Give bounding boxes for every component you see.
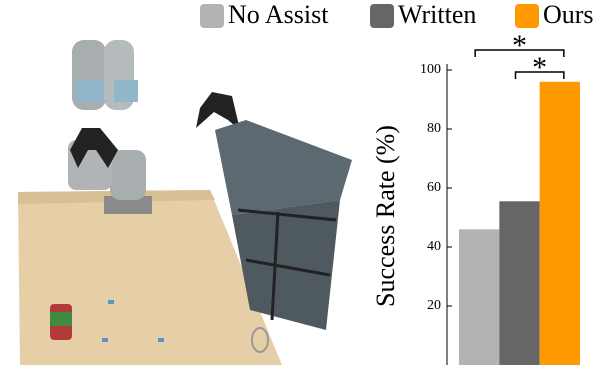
significance-bracket xyxy=(474,49,565,57)
drawer-frame xyxy=(237,208,337,222)
robot-joint xyxy=(76,80,104,102)
drawer-unit xyxy=(215,120,352,215)
robot-base xyxy=(104,196,152,214)
y-tick-label: 80 xyxy=(427,121,441,136)
marker xyxy=(158,338,164,342)
drawer-frame xyxy=(245,258,331,277)
y-tick-label: 20 xyxy=(427,298,441,313)
bar xyxy=(539,81,580,366)
y-tick-label: 60 xyxy=(427,180,441,195)
y-tick-label: 100 xyxy=(420,62,441,77)
legend-label: No Assist xyxy=(228,0,329,29)
robot-link xyxy=(110,150,146,200)
legend-swatch xyxy=(370,4,394,28)
can-label xyxy=(50,312,72,326)
bar xyxy=(499,201,540,365)
y-tick-label: 40 xyxy=(427,239,441,254)
marker xyxy=(108,300,114,304)
robot-photo xyxy=(18,40,352,365)
glasses xyxy=(251,327,269,353)
legend-swatch xyxy=(515,4,539,28)
y-axis-label: Success Rate (%) xyxy=(371,125,400,307)
significance-marker: * xyxy=(532,51,547,84)
legend-label: Ours xyxy=(543,0,594,29)
legend-label: Written xyxy=(398,0,476,29)
marker xyxy=(102,338,108,342)
significance-bracket xyxy=(514,71,565,79)
significance-marker: * xyxy=(512,29,527,62)
gripper xyxy=(196,92,240,130)
drawer-unit xyxy=(232,200,340,330)
bar xyxy=(459,229,500,365)
robot-joint xyxy=(114,80,138,102)
gripper xyxy=(70,128,118,168)
legend-swatch xyxy=(200,4,224,28)
table xyxy=(18,190,282,365)
